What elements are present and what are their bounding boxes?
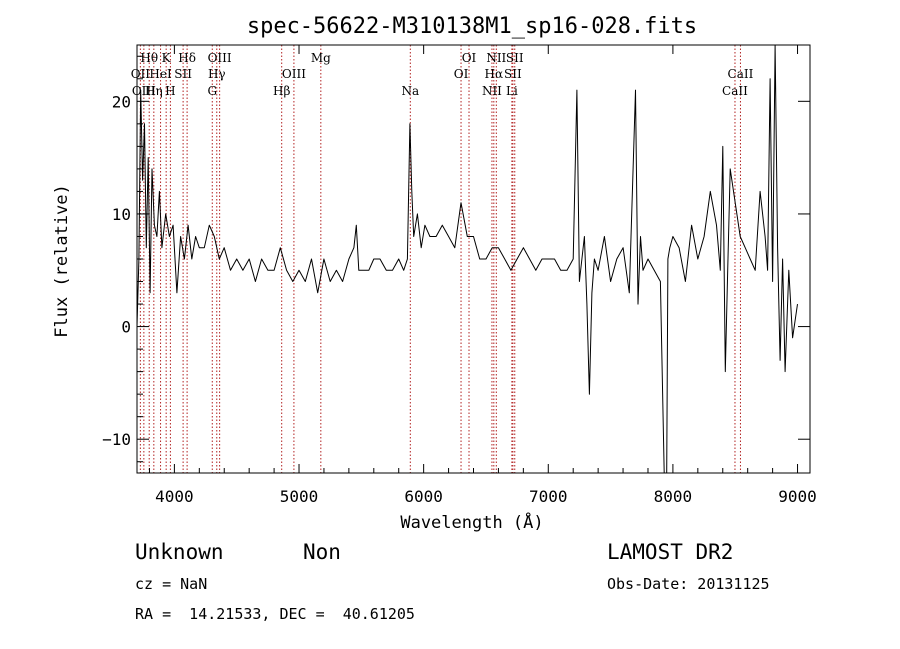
x-axis-label: Wavelength (Å)	[400, 511, 543, 533]
line-marker-label-12: Mg	[311, 51, 331, 65]
line-marker-label-24: CaII	[728, 67, 754, 81]
line-marker-label-13: OIII	[282, 67, 306, 81]
y-axis-label: Flux (relative)	[52, 184, 72, 338]
line-marker-label-18: NII	[486, 51, 506, 65]
x-tick-label-3: 7000	[529, 487, 568, 506]
line-marker-label-25: CaII	[722, 84, 748, 98]
x-tick-label-4: 8000	[654, 487, 693, 506]
line-marker-label-17: OI	[454, 67, 469, 81]
line-marker-label-10: Hγ	[208, 67, 226, 81]
x-tick-label-0: 4000	[155, 487, 194, 506]
line-marker-label-7: H	[165, 84, 175, 98]
line-marker-label-11: G	[207, 84, 217, 98]
y-tick-label-2: 10	[112, 205, 131, 224]
line-marker-label-16: OI	[462, 51, 477, 65]
spectrum-series-0	[137, 45, 798, 473]
line-marker-label-3: Hη	[145, 84, 163, 98]
line-marker-label-0: Hθ	[140, 51, 158, 65]
line-marker-label-1: OII	[131, 67, 151, 81]
line-marker-label-21: SII	[504, 67, 522, 81]
line-marker-label-22: NII	[482, 84, 502, 98]
object-subclass: Non	[303, 540, 341, 564]
spectrum-plot-area	[137, 45, 798, 473]
line-marker-label-20: Hα	[485, 67, 504, 81]
line-marker-label-23: Li	[506, 84, 518, 98]
line-marker-label-4: K	[162, 51, 172, 65]
redshift-value: cz = NaN	[135, 575, 207, 593]
x-tick-label-2: 6000	[404, 487, 443, 506]
line-marker-label-5: HeI	[149, 67, 172, 81]
line-markers	[139, 45, 741, 473]
line-marker-label-6: SII	[174, 67, 192, 81]
object-class: Unknown	[135, 540, 224, 564]
line-marker-label-19: SII	[506, 51, 524, 65]
line-marker-label-15: Na	[401, 84, 419, 98]
chart-title: spec-56622-M310138M1_sp16-028.fits	[247, 14, 697, 39]
x-tick-label-1: 5000	[280, 487, 319, 506]
line-marker-label-2: OIII	[132, 84, 156, 98]
x-ticks: 4000 5000 6000 7000 8000 9000	[148, 45, 817, 506]
line-marker-label-9: OIII	[208, 51, 232, 65]
x-tick-label-5: 9000	[778, 487, 817, 506]
y-tick-label-0: −10	[102, 430, 131, 449]
obs-date: Obs-Date: 20131125	[607, 575, 770, 593]
line-marker-label-14: Hβ	[273, 84, 290, 98]
plot-frame	[136, 44, 811, 474]
y-ticks: −10 0 10 20	[102, 55, 810, 463]
y-tick-label-3: 20	[112, 92, 131, 111]
coordinates: RA = 14.21533, DEC = 40.61205	[135, 605, 415, 623]
line-marker-label-8: Hδ	[178, 51, 196, 65]
survey-name: LAMOST DR2	[607, 540, 733, 564]
y-tick-label-1: 0	[121, 318, 131, 337]
